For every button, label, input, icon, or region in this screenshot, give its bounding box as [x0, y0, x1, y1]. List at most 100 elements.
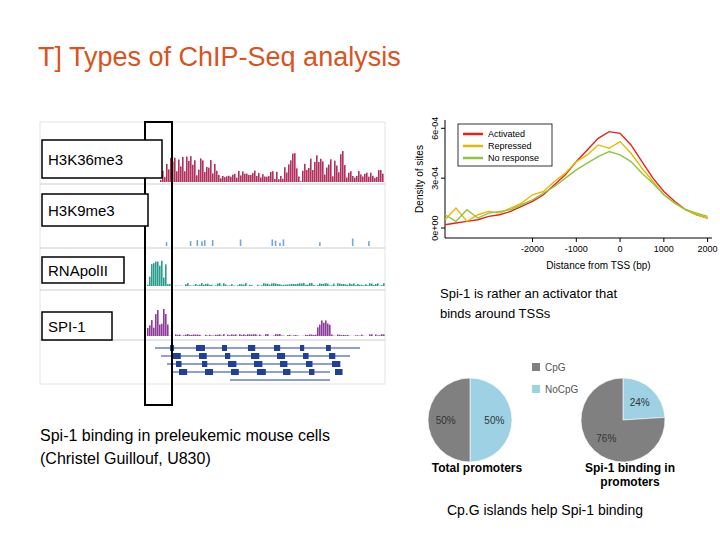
- signal-bar: [276, 172, 278, 182]
- signal-bar: [163, 309, 165, 336]
- signal-bar: [359, 335, 361, 336]
- signal-bar: [329, 285, 331, 287]
- signal-bar: [194, 160, 196, 182]
- signal-bar: [254, 171, 256, 182]
- signal-bar: [271, 239, 273, 246]
- signal-bar: [323, 323, 325, 336]
- signal-bar: [259, 285, 261, 286]
- signal-bar: [166, 164, 168, 182]
- signal-bar: [302, 171, 304, 182]
- signal-bar: [264, 176, 266, 182]
- signal-bar: [317, 285, 319, 286]
- signal-bar: [312, 170, 314, 182]
- exon: [303, 353, 309, 359]
- signal-bar: [222, 176, 224, 182]
- browser-frame: [40, 122, 385, 384]
- exon: [205, 369, 213, 375]
- signal-bar: [201, 241, 203, 246]
- signal-bar: [197, 285, 199, 287]
- signal-bar: [215, 285, 217, 287]
- legend-swatch: [463, 145, 483, 148]
- signal-bar: [376, 177, 378, 182]
- signal-bar: [356, 176, 358, 182]
- signal-bar: [225, 335, 227, 336]
- y-axis-title: Density of sites: [414, 145, 425, 213]
- signal-bar: [341, 335, 343, 337]
- signal-bar: [352, 176, 354, 182]
- signal-bar: [348, 173, 350, 182]
- signal-bar: [199, 335, 201, 336]
- signal-bar: [153, 328, 155, 336]
- signal-bar: [267, 284, 269, 286]
- signal-bar: [166, 242, 168, 246]
- signal-bar: [298, 176, 300, 182]
- signal-bar: [286, 173, 288, 182]
- legend-box: [458, 124, 552, 166]
- signal-bar: [271, 283, 273, 286]
- signal-bar: [155, 314, 157, 336]
- signal-bar: [193, 334, 195, 336]
- signal-bar: [281, 285, 283, 286]
- exon: [257, 369, 266, 375]
- signal-bar: [381, 334, 383, 336]
- signal-bar: [234, 174, 236, 182]
- signal-bar: [236, 178, 238, 182]
- signal-bar: [268, 176, 270, 182]
- signal-bar: [241, 284, 243, 286]
- signal-bar: [283, 285, 285, 286]
- signal-bar: [340, 154, 342, 182]
- signal-bar: [159, 266, 161, 286]
- signal-bar: [287, 335, 289, 337]
- signal-bar: [164, 177, 166, 182]
- signal-bar: [213, 285, 215, 286]
- signal-bar: [153, 263, 155, 286]
- x-tick: [532, 238, 533, 242]
- signal-bar: [279, 284, 281, 286]
- signal-bar: [225, 284, 227, 286]
- signal-bar: [368, 241, 370, 246]
- signal-bar: [243, 285, 245, 286]
- y-tick-label: 6e-04: [430, 117, 440, 140]
- signal-bar: [247, 285, 249, 286]
- signal-bar: [337, 335, 339, 336]
- signal-bar: [309, 334, 311, 336]
- signal-bar: [248, 175, 250, 182]
- signal-bar: [319, 283, 321, 286]
- track-label-box: [42, 140, 162, 178]
- exon: [179, 369, 187, 375]
- pie-legend-swatch: [532, 363, 540, 371]
- signal-bar: [313, 285, 315, 286]
- signal-bar: [289, 284, 291, 286]
- signal-bar: [327, 284, 329, 286]
- signal-bar: [333, 284, 335, 286]
- browser-caption: (Christel Guillouf, U830): [40, 450, 211, 467]
- track-separator: [40, 290, 385, 291]
- signal-bar: [229, 285, 231, 287]
- signal-bar: [334, 161, 336, 182]
- signal-bar: [157, 310, 159, 336]
- exon: [326, 345, 331, 351]
- signal-bar: [343, 284, 345, 286]
- signal-bar: [369, 334, 371, 336]
- signal-bar: [326, 167, 328, 182]
- legend-swatch: [463, 133, 483, 136]
- signal-bar: [221, 285, 223, 286]
- signal-bar: [368, 177, 370, 182]
- signal-bar: [203, 285, 205, 286]
- signal-bar: [301, 283, 303, 286]
- signal-bar: [341, 284, 343, 286]
- signal-bar: [295, 284, 297, 286]
- signal-bar: [190, 156, 192, 182]
- signal-bar: [214, 164, 216, 182]
- x-tick: [707, 238, 708, 242]
- signal-bar: [261, 285, 263, 287]
- slide: {"slide": {"title": "T] Types of ChIP-Se…: [0, 0, 720, 540]
- signal-bar: [243, 334, 245, 336]
- signal-bar: [367, 335, 369, 336]
- pie-legend-label: CpG: [545, 362, 566, 373]
- signal-bar: [165, 264, 167, 286]
- x-tick-label: 2000: [698, 244, 718, 254]
- signal-bar: [169, 284, 171, 286]
- signal-bar: [192, 165, 194, 182]
- exon: [254, 361, 262, 367]
